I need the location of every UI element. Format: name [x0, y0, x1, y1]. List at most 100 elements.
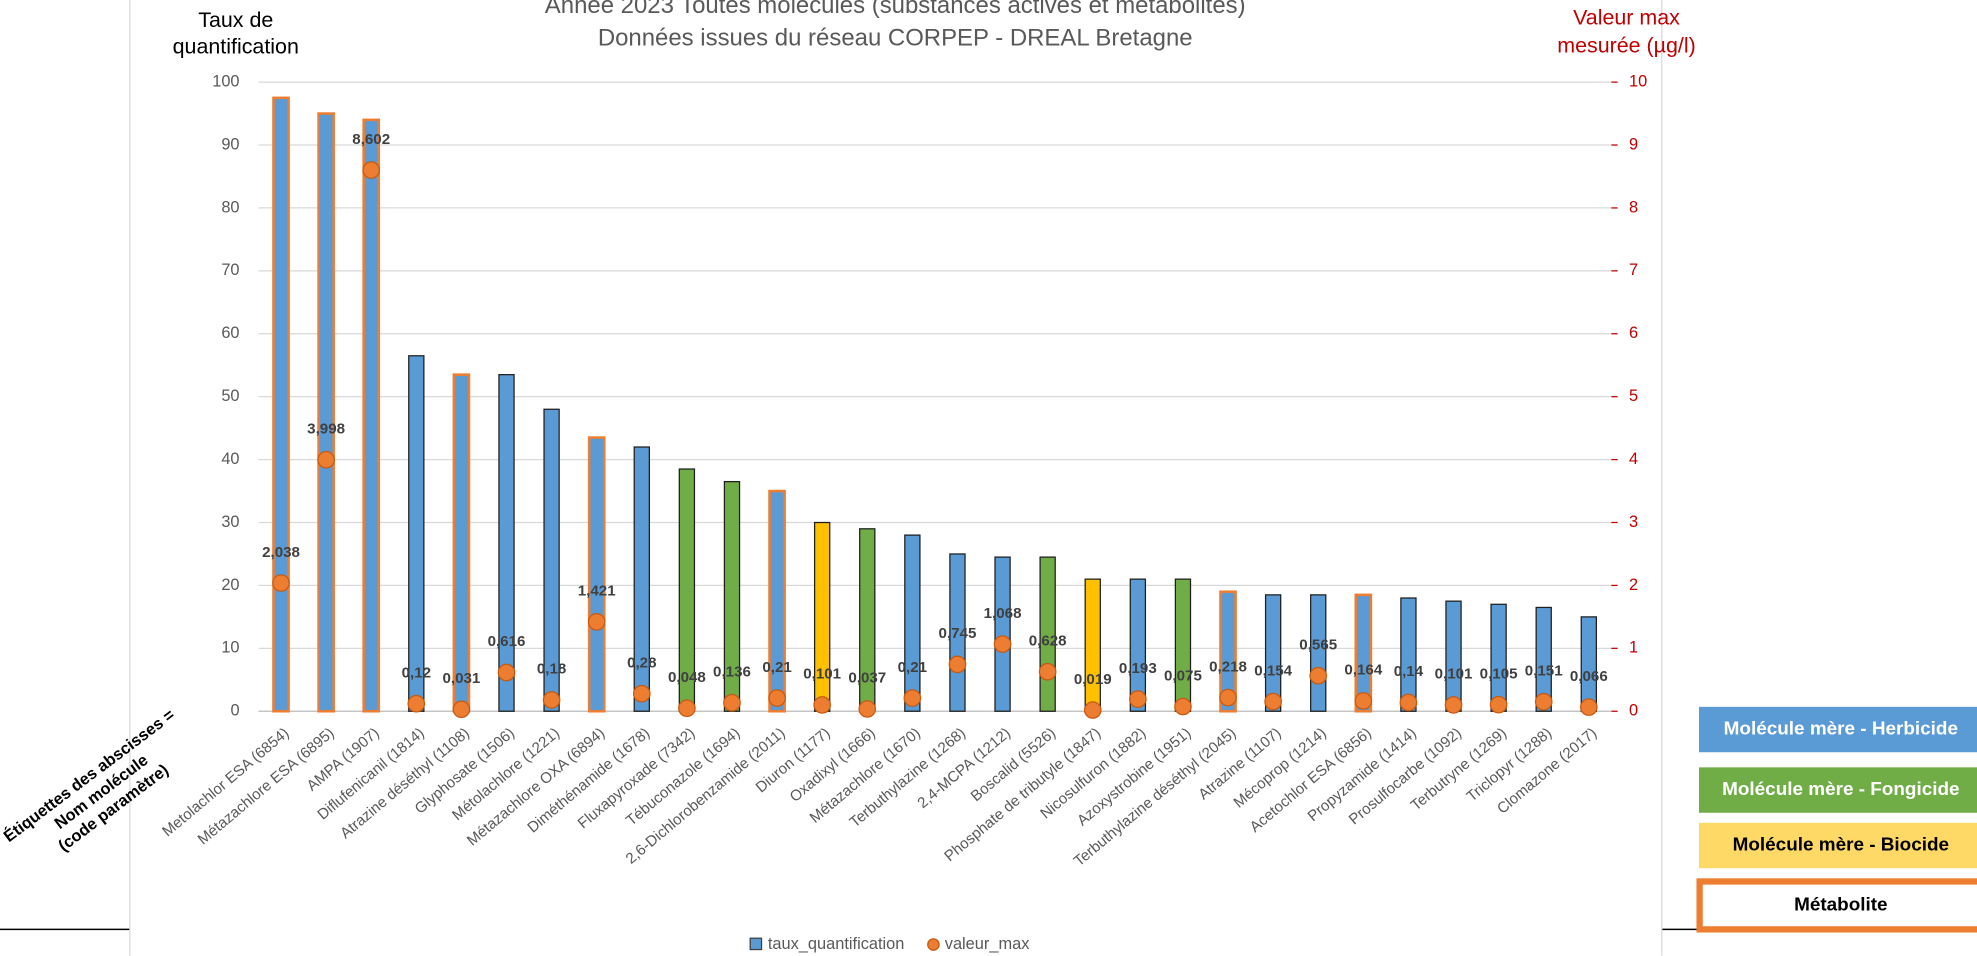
bar	[1490, 603, 1507, 712]
point	[1219, 688, 1237, 707]
point	[1534, 692, 1553, 711]
data-label: 0,745	[939, 625, 977, 642]
data-label: 1,068	[984, 605, 1022, 622]
data-label: 0,565	[1299, 636, 1337, 653]
y2-tick-label: 2	[1629, 576, 1638, 594]
legend-box-label: Métabolite	[1794, 894, 1888, 915]
data-label: 0,21	[762, 659, 791, 676]
legend-box	[1698, 822, 1977, 869]
point	[678, 699, 696, 718]
chart-subtitle: Données issues du réseau CORPEP - DREAL …	[598, 25, 1193, 52]
data-label: 0,066	[1570, 668, 1608, 685]
data-label: 0,28	[627, 654, 656, 671]
bar	[1174, 578, 1192, 712]
data-label: 0,18	[537, 661, 566, 678]
legend-symbol	[927, 938, 940, 951]
bar	[1264, 594, 1282, 712]
bar	[498, 374, 515, 712]
point	[272, 574, 290, 592]
y-tick-label: 50	[221, 387, 239, 405]
y2-tick-label: 1	[1629, 639, 1638, 657]
bar	[272, 96, 290, 713]
legend-box	[1696, 878, 1977, 933]
data-label: 0,136	[713, 663, 751, 680]
point	[317, 450, 335, 469]
point	[1038, 662, 1057, 681]
y2-tick-label: 4	[1629, 450, 1638, 468]
bar	[317, 112, 335, 713]
data-label: 0,151	[1525, 662, 1563, 679]
point	[813, 696, 831, 714]
y-tick-label: 60	[221, 324, 239, 342]
data-label: 0,101	[1435, 666, 1473, 683]
point	[723, 693, 741, 712]
data-label: 0,048	[668, 669, 706, 686]
y2-tick-label: 6	[1629, 324, 1638, 342]
point	[1083, 701, 1102, 719]
point	[858, 700, 877, 718]
bar	[633, 446, 650, 712]
y2-axis-title: Valeur max	[1573, 6, 1680, 30]
point	[452, 700, 471, 719]
bar	[813, 521, 831, 712]
data-label: 0,105	[1480, 665, 1518, 682]
point	[632, 684, 651, 703]
data-label: 0,616	[488, 633, 526, 650]
y2-tick-label: 10	[1629, 72, 1647, 90]
data-label: 3,998	[307, 420, 345, 437]
y2-tick-label: 8	[1629, 198, 1638, 216]
bar	[904, 534, 921, 712]
y-tick-label: 0	[230, 702, 239, 720]
data-label: 0,031	[442, 670, 480, 687]
legend-label: valeur_max	[945, 935, 1030, 953]
y2-tick-label: 3	[1629, 513, 1638, 531]
point	[407, 694, 426, 713]
point	[1264, 692, 1282, 711]
data-label: 0,037	[848, 670, 886, 687]
data-label: 0,019	[1074, 671, 1112, 688]
y2-axis-title: mesurée (µg/l)	[1557, 33, 1696, 57]
legend-symbol	[749, 937, 763, 951]
y-axis-title: quantification	[173, 35, 299, 59]
legend-box-label: Molécule mère - Biocide	[1733, 835, 1949, 856]
point	[903, 689, 922, 707]
y-tick-label: 90	[221, 135, 239, 153]
bar	[1580, 616, 1598, 712]
y-tick-label: 70	[221, 261, 239, 279]
data-label: 8,602	[352, 131, 390, 148]
bar	[587, 436, 606, 713]
y2-tick-label: 7	[1629, 261, 1638, 279]
bar	[994, 556, 1011, 712]
chart-title: Année 2023 Toutes molécules (substances …	[545, 0, 1246, 19]
y-tick-label: 30	[221, 513, 239, 531]
bar	[1535, 606, 1552, 712]
data-label: 0,12	[402, 664, 431, 681]
data-label: 0,075	[1164, 667, 1202, 684]
point	[768, 689, 786, 707]
bar	[1129, 578, 1147, 712]
bar	[543, 408, 560, 712]
data-label: 0,164	[1344, 662, 1382, 679]
data-label: 0,628	[1029, 632, 1067, 649]
point	[1399, 693, 1418, 712]
data-label: 0,21	[898, 659, 927, 676]
data-label: 0,218	[1209, 658, 1247, 675]
point	[1129, 690, 1147, 708]
bar	[768, 489, 786, 713]
data-label: 0,101	[803, 666, 841, 683]
bar	[408, 355, 425, 712]
bar	[1084, 578, 1101, 712]
y2-tick-label: 0	[1629, 702, 1638, 720]
y-tick-label: 100	[212, 72, 239, 90]
point	[1444, 696, 1463, 714]
legend-box	[1698, 706, 1977, 753]
legend-box	[1698, 767, 1977, 813]
point	[1174, 697, 1192, 716]
y-tick-label: 10	[221, 639, 239, 657]
bar	[452, 373, 471, 713]
y2-tick-label: 5	[1629, 387, 1638, 405]
y-tick-label: 80	[221, 198, 239, 216]
point	[587, 613, 606, 631]
bar	[362, 118, 381, 713]
